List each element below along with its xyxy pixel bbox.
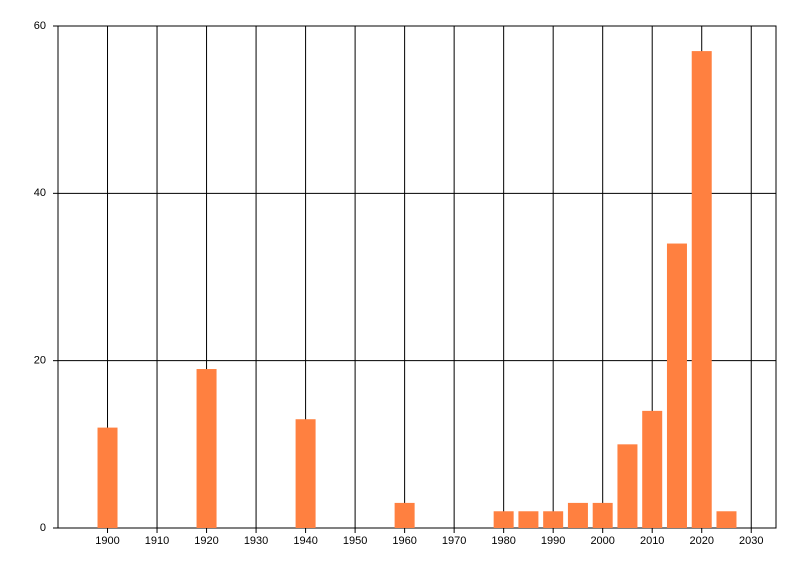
bar: [691, 51, 712, 528]
x-tick-label: 1910: [145, 535, 169, 547]
y-tick-label: 40: [34, 187, 46, 199]
x-tick-label: 2000: [590, 535, 614, 547]
y-tick-label: 60: [34, 20, 46, 32]
bar: [716, 511, 737, 528]
x-tick-label: 1980: [491, 535, 515, 547]
x-tick-label: 1970: [442, 535, 466, 547]
x-tick-label: 1990: [541, 535, 565, 547]
y-tick-label: 20: [34, 355, 46, 367]
bar: [196, 369, 217, 528]
x-tick-label: 1900: [95, 535, 119, 547]
x-tick-label: 2030: [739, 535, 763, 547]
x-tick-label: 1920: [194, 535, 218, 547]
y-tick-label: 0: [40, 522, 46, 534]
x-tick-label: 1940: [293, 535, 317, 547]
x-tick-label: 2020: [689, 535, 713, 547]
x-tick-label: 1930: [244, 535, 268, 547]
bar: [295, 419, 316, 528]
x-tick-label: 1960: [392, 535, 416, 547]
bar: [592, 502, 613, 528]
bar: [518, 511, 539, 528]
bar: [97, 427, 118, 528]
bar: [642, 410, 663, 528]
bar: [567, 502, 588, 528]
bar: [543, 511, 564, 528]
bar: [617, 444, 638, 528]
x-tick-label: 1950: [343, 535, 367, 547]
bar: [666, 243, 687, 529]
bar: [394, 502, 415, 528]
plot-frame: [57, 25, 777, 529]
bar: [493, 511, 514, 528]
x-tick-label: 2010: [640, 535, 664, 547]
